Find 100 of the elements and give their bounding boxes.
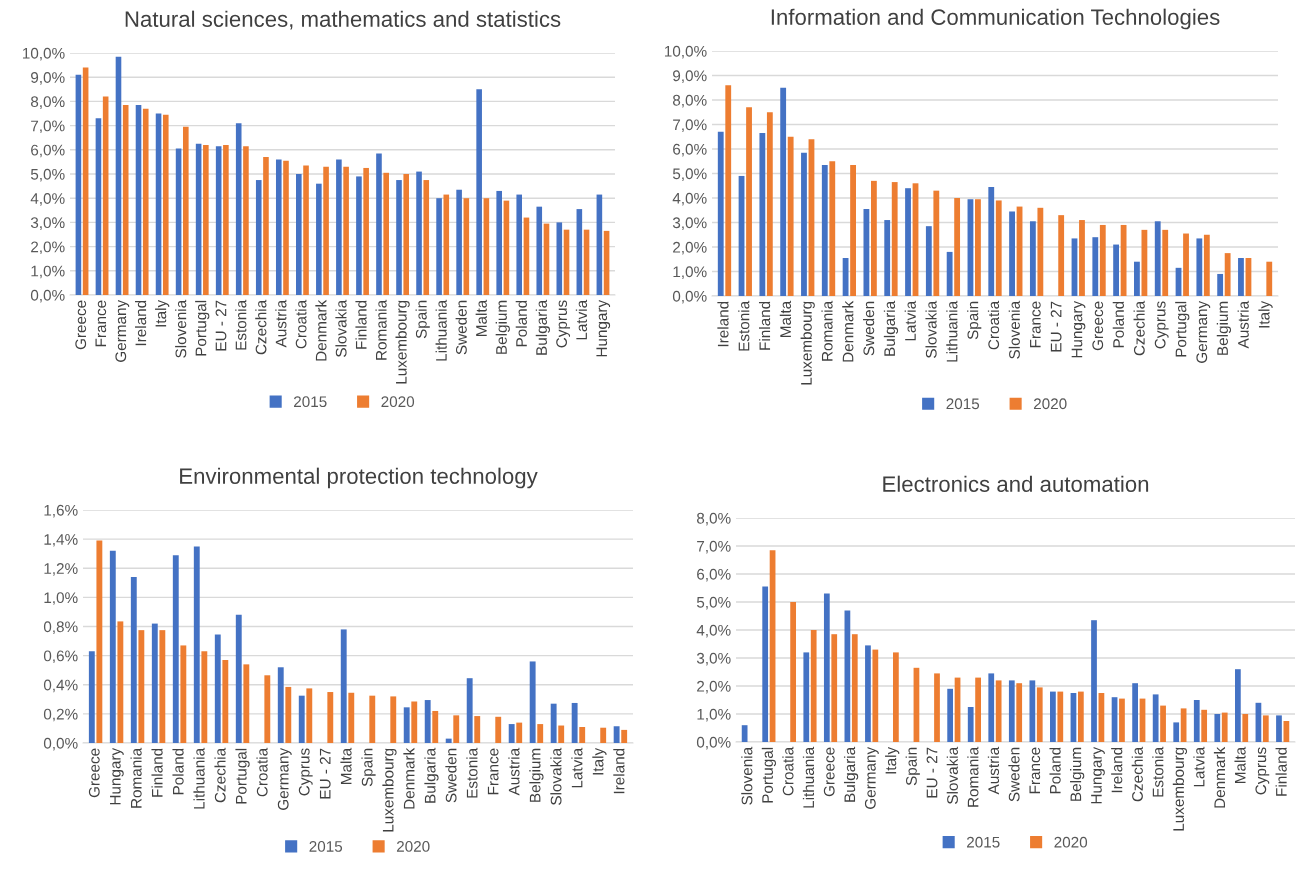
bar	[263, 157, 269, 295]
bar	[558, 725, 565, 743]
bar	[1242, 714, 1249, 742]
x-tick-label: Slovakia	[335, 299, 347, 357]
y-tick-label: 10,0%	[664, 45, 707, 59]
bar	[893, 652, 899, 742]
bar	[988, 186, 995, 296]
bar	[600, 727, 607, 743]
bar	[235, 614, 242, 743]
bar	[823, 593, 830, 742]
bar	[396, 180, 402, 295]
bar	[193, 546, 200, 743]
x-tick-label: Latvia	[904, 300, 916, 341]
bar	[933, 190, 940, 296]
x-tick-label: Luxembourg	[800, 301, 815, 385]
bar	[850, 164, 856, 296]
x-tick-label: Latvia	[1193, 746, 1205, 787]
x-tick-label: Italy	[1258, 300, 1273, 328]
bar	[851, 634, 858, 742]
bar	[403, 174, 410, 295]
x-tick-label: Cyprus	[1154, 301, 1169, 349]
legend-label: 2015	[946, 398, 980, 410]
bar	[556, 222, 563, 295]
bar	[1058, 215, 1065, 296]
y-tick-label: 6,0%	[697, 568, 731, 582]
bar	[829, 161, 836, 296]
bar	[1276, 715, 1282, 742]
bar	[821, 164, 828, 296]
x-tick-label: Slovenia	[1008, 300, 1020, 359]
x-tick-label: Belgium	[495, 300, 510, 354]
bar	[201, 651, 208, 743]
bar	[495, 716, 502, 743]
legend-label: 2020	[1054, 836, 1088, 848]
y-tick-label: 0,2%	[43, 708, 78, 722]
x-tick-label: Hungary	[1091, 746, 1105, 804]
x-tick-label: Slovakia	[946, 746, 958, 804]
bar	[138, 630, 145, 743]
x-tick-label: Portugal	[195, 300, 210, 356]
bar	[810, 630, 817, 742]
x-tick-label: Greece	[75, 300, 87, 350]
bar	[995, 680, 1002, 742]
bar	[891, 182, 898, 296]
bar	[975, 199, 981, 296]
bar	[383, 172, 389, 295]
bar	[1029, 221, 1036, 296]
bar	[222, 659, 229, 743]
bar	[1234, 669, 1241, 742]
bar	[759, 133, 766, 296]
x-tick-label: Latvia	[575, 299, 588, 340]
x-tick-label: Croatia	[987, 300, 1000, 350]
bar	[1266, 261, 1273, 296]
x-tick-label: France	[1029, 747, 1041, 794]
bar	[117, 621, 124, 743]
bar	[1214, 714, 1221, 742]
x-tick-label: Croatia	[782, 746, 794, 796]
x-tick-label: Spain	[967, 301, 982, 340]
x-tick-label: Czechia	[255, 299, 267, 355]
legend-label: 2020	[1033, 398, 1067, 410]
x-tick-label: Sweden	[1008, 747, 1020, 802]
y-tick-label: 3,0%	[672, 217, 707, 230]
bar	[416, 171, 422, 295]
x-tick-label: Spain	[415, 300, 430, 339]
bar	[340, 629, 347, 743]
x-tick-label: Malta	[779, 300, 792, 337]
x-tick-label: Poland	[172, 748, 184, 795]
bar	[579, 726, 586, 743]
x-tick-label: Italy	[885, 746, 900, 774]
y-tick-label: 6,0%	[31, 144, 65, 158]
x-tick-label: Slovakia	[550, 747, 562, 805]
bar	[537, 724, 544, 743]
bar	[787, 136, 794, 296]
bar	[327, 692, 334, 743]
x-tick-label: Portugal	[235, 748, 250, 804]
y-tick-label: 5,0%	[30, 168, 65, 182]
x-tick-label: EU - 27	[319, 748, 331, 799]
bar	[1224, 253, 1231, 296]
x-tick-label: Finland	[151, 748, 163, 797]
y-tick-label: 0,0%	[30, 289, 65, 303]
bar	[995, 200, 1002, 296]
x-tick-label: Cyprus	[298, 748, 313, 796]
x-tick-label: Latvia	[571, 747, 583, 788]
x-tick-label: Denmark	[315, 299, 327, 361]
bar	[214, 634, 221, 743]
bar	[741, 725, 748, 742]
y-tick-label: 5,0%	[672, 168, 707, 181]
bar	[303, 165, 309, 295]
x-tick-label: Spain	[905, 747, 920, 786]
bar	[872, 649, 879, 742]
x-tick-label: Luxembourg	[382, 748, 397, 832]
x-tick-label: Croatia	[256, 747, 268, 797]
bar	[925, 226, 932, 296]
bar	[306, 688, 313, 743]
bar	[1154, 221, 1161, 296]
bar	[780, 87, 787, 296]
y-tick-label: 3,0%	[30, 217, 65, 230]
y-tick-label: 1,6%	[44, 504, 78, 518]
x-tick-label: Poland	[1049, 747, 1061, 794]
bar	[954, 198, 961, 296]
x-tick-label: Croatia	[295, 299, 307, 349]
x-tick-label: Bulgaria	[883, 300, 899, 356]
